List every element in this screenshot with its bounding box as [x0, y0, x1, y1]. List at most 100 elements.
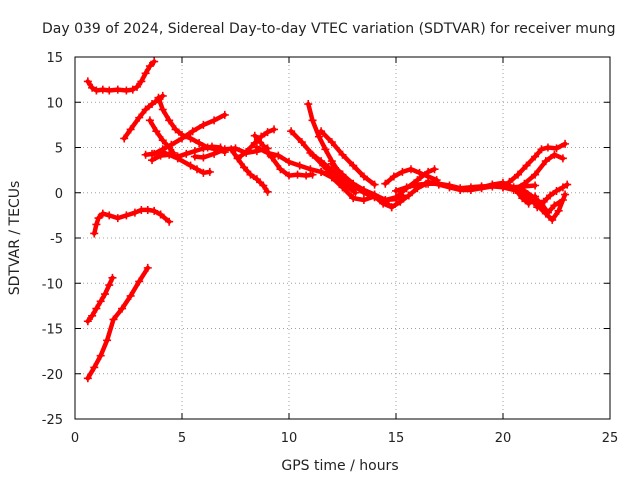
- data-point: [92, 220, 101, 229]
- data-point: [137, 77, 146, 86]
- data-point: [263, 187, 272, 196]
- data-point: [120, 134, 129, 143]
- data-point: [250, 138, 259, 147]
- data-point: [88, 311, 97, 320]
- data-point: [143, 263, 152, 272]
- data-point: [242, 148, 251, 157]
- data-point: [240, 163, 249, 172]
- data-point: [113, 214, 122, 223]
- data-point: [524, 194, 533, 203]
- series-track-3: [90, 205, 174, 238]
- data-point: [145, 62, 154, 71]
- data-point: [210, 116, 219, 125]
- data-point: [434, 180, 443, 189]
- data-point: [195, 138, 204, 147]
- data-point: [327, 159, 336, 168]
- x-tick-label: 10: [281, 431, 298, 446]
- grid-lines: [75, 57, 610, 419]
- data-point: [182, 149, 191, 158]
- data-point: [126, 125, 135, 134]
- y-axis-label: SDTVAR / TECUs: [7, 181, 23, 296]
- data-point: [430, 165, 439, 174]
- data-point: [252, 143, 261, 152]
- data-point: [563, 180, 572, 189]
- data-point: [398, 167, 407, 176]
- data-point: [263, 148, 272, 157]
- data-point: [389, 172, 398, 181]
- data-point: [402, 183, 411, 192]
- series-track-5: [83, 263, 152, 383]
- data-point: [505, 177, 514, 186]
- series-track-17: [317, 127, 379, 189]
- data-point: [295, 161, 304, 170]
- data-point: [186, 161, 195, 170]
- data-point: [349, 194, 358, 203]
- data-point: [531, 152, 540, 161]
- data-point: [108, 273, 117, 282]
- data-point: [165, 143, 174, 152]
- data-point: [105, 86, 114, 95]
- x-tick-label: 0: [71, 431, 79, 446]
- data-point: [387, 203, 396, 212]
- data-point: [285, 171, 293, 180]
- data-point: [152, 127, 161, 136]
- data-point: [109, 315, 118, 324]
- data-point: [250, 131, 259, 140]
- data-point: [552, 144, 561, 153]
- data-point: [308, 116, 317, 125]
- data-point: [466, 186, 475, 195]
- data-point: [499, 183, 507, 192]
- data-point: [513, 170, 522, 179]
- data-point: [379, 199, 388, 208]
- data-point: [126, 291, 135, 300]
- data-point: [516, 187, 525, 196]
- data-point: [306, 148, 315, 157]
- data-point: [445, 183, 454, 192]
- data-point: [122, 211, 131, 220]
- data-point: [150, 57, 159, 66]
- x-tick-label: 5: [178, 431, 186, 446]
- data-point: [205, 167, 214, 176]
- data-point: [548, 215, 557, 224]
- data-point: [561, 139, 570, 148]
- data-point: [327, 173, 336, 182]
- data-point: [227, 145, 236, 154]
- data-point: [178, 130, 186, 139]
- data-point: [558, 154, 567, 163]
- data-point: [122, 86, 131, 95]
- data-point: [338, 150, 347, 159]
- data-point: [141, 150, 150, 159]
- data-point: [83, 317, 92, 326]
- data-point: [317, 157, 326, 166]
- y-tick-label: -15: [42, 323, 63, 338]
- data-point: [188, 127, 197, 136]
- series-track-10: [148, 148, 214, 177]
- data-point: [98, 209, 107, 218]
- data-point: [338, 183, 347, 192]
- data-point: [552, 186, 561, 195]
- data-point: [314, 132, 323, 141]
- data-point: [98, 85, 107, 94]
- data-point: [246, 170, 255, 179]
- data-point: [160, 148, 169, 157]
- data-point: [349, 161, 358, 170]
- data-point: [546, 191, 555, 200]
- data-point: [83, 374, 92, 383]
- data-point: [83, 77, 92, 86]
- data-point: [274, 151, 283, 160]
- series-track-13: [227, 145, 272, 196]
- data-point: [321, 145, 330, 154]
- data-point: [105, 211, 114, 220]
- data-point: [561, 190, 570, 199]
- data-point: [130, 208, 139, 217]
- data-point: [143, 205, 152, 214]
- data-point: [158, 136, 167, 145]
- data-point: [404, 191, 413, 200]
- data-point: [392, 186, 400, 195]
- data-point: [263, 128, 272, 137]
- data-point: [381, 179, 390, 188]
- data-point: [541, 157, 550, 166]
- series-track-28: [488, 150, 567, 195]
